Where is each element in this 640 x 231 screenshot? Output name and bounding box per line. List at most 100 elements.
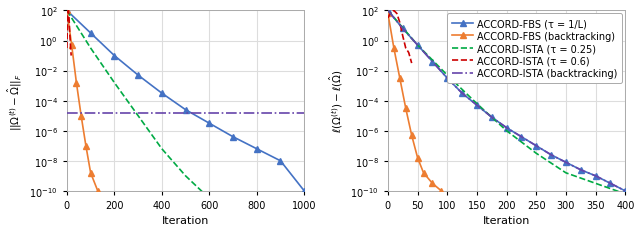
ACCORD-ISTA (τ = 0.6) [390, 10, 397, 13]
ACCORD-FBS (τ = 1/L) [503, 127, 511, 130]
ACCORD-ISTA (τ = 0.25) [473, 103, 481, 106]
Line: ACCORD-ISTA (τ = 0.6): ACCORD-ISTA (τ = 0.6) [388, 11, 412, 64]
ACCORD-FBS (τ = 1/L) [429, 61, 436, 64]
ACCORD-ISTA (τ = 0.25) [592, 182, 600, 185]
ACCORD-ISTA (τ = 0.25) [621, 193, 629, 195]
ACCORD-ISTA (τ = 0.6) [67, 55, 75, 58]
ACCORD-ISTA (τ = 0.25) [205, 197, 213, 200]
ACCORD-ISTA (backtracking) [592, 175, 600, 177]
ACCORD-ISTA (τ = 0.25) [414, 44, 422, 47]
ACCORD-FBS (backtracking) [429, 182, 436, 185]
ACCORD-ISTA (τ = 0.6) [396, 22, 404, 25]
ACCORD-FBS (τ = 1/L) [592, 175, 600, 177]
Line: ACCORD-ISTA (τ = 0.25): ACCORD-ISTA (τ = 0.25) [67, 11, 209, 198]
ACCORD-ISTA (τ = 0.6) [384, 18, 392, 20]
ACCORD-FBS (backtracking) [82, 145, 90, 148]
ACCORD-FBS (τ = 1/L) [577, 169, 584, 171]
ACCORD-FBS (τ = 1/L) [253, 148, 260, 151]
ACCORD-FBS (backtracking) [384, 13, 392, 16]
ACCORD-ISTA (τ = 0.25) [158, 148, 166, 151]
ACCORD-FBS (τ = 1/L) [63, 10, 71, 13]
ACCORD-ISTA (backtracking) [562, 161, 570, 164]
ACCORD-FBS (τ = 1/L) [621, 190, 629, 192]
ACCORD-FBS (τ = 1/L) [300, 190, 308, 192]
ACCORD-ISTA (τ = 0.6) [64, 13, 72, 16]
ACCORD-FBS (backtracking) [72, 82, 80, 85]
ACCORD-ISTA (τ = 0.25) [444, 74, 451, 77]
Line: ACCORD-ISTA (τ = 0.25): ACCORD-ISTA (τ = 0.25) [388, 11, 625, 194]
ACCORD-FBS (τ = 1/L) [458, 92, 466, 95]
ACCORD-ISTA (backtracking) [473, 104, 481, 107]
ACCORD-FBS (τ = 1/L) [182, 109, 189, 112]
ACCORD-ISTA (backtracking) [399, 28, 406, 31]
Line: ACCORD-FBS (τ = 1/L): ACCORD-FBS (τ = 1/L) [64, 9, 307, 194]
ACCORD-FBS (backtracking) [414, 157, 422, 159]
ACCORD-FBS (backtracking) [77, 115, 85, 118]
ACCORD-ISTA (backtracking) [518, 136, 525, 139]
ACCORD-FBS (τ = 1/L) [562, 161, 570, 164]
Line: ACCORD-ISTA (backtracking): ACCORD-ISTA (backtracking) [388, 11, 625, 191]
ACCORD-ISTA (backtracking) [577, 169, 584, 171]
Line: ACCORD-FBS (backtracking): ACCORD-FBS (backtracking) [64, 9, 100, 194]
ACCORD-ISTA (τ = 0.6) [65, 18, 73, 20]
ACCORD-FBS (τ = 1/L) [607, 182, 614, 185]
ACCORD-ISTA (τ = 0.6) [405, 52, 413, 55]
ACCORD-ISTA (τ = 0.6) [393, 13, 401, 16]
ACCORD-ISTA (τ = 0.6) [66, 33, 74, 35]
ACCORD-ISTA (τ = 0.6) [65, 10, 72, 13]
ACCORD-FBS (τ = 1/L) [276, 160, 284, 162]
ACCORD-FBS (τ = 1/L) [473, 104, 481, 107]
X-axis label: Iteration: Iteration [483, 216, 531, 225]
ACCORD-ISTA (τ = 0.25) [63, 10, 71, 13]
ACCORD-FBS (τ = 1/L) [414, 44, 422, 47]
ACCORD-ISTA (backtracking) [458, 92, 466, 95]
ACCORD-FBS (τ = 1/L) [158, 92, 166, 95]
ACCORD-FBS (τ = 1/L) [547, 154, 555, 156]
Y-axis label: $||\Omega^{(t)} - \hat{\Omega}||_F$: $||\Omega^{(t)} - \hat{\Omega}||_F$ [6, 73, 24, 130]
ACCORD-ISTA (backtracking) [429, 61, 436, 64]
ACCORD-FBS (backtracking) [63, 10, 71, 13]
ACCORD-ISTA (backtracking) [384, 10, 392, 13]
ACCORD-FBS (backtracking) [87, 172, 95, 174]
ACCORD-ISTA (backtracking) [488, 116, 495, 119]
Line: ACCORD-FBS (backtracking): ACCORD-FBS (backtracking) [385, 12, 444, 194]
ACCORD-ISTA (τ = 0.6) [402, 47, 410, 50]
ACCORD-ISTA (backtracking) [547, 154, 555, 156]
ACCORD-FBS (backtracking) [94, 190, 102, 192]
ACCORD-ISTA (τ = 0.25) [134, 115, 142, 118]
ACCORD-FBS (backtracking) [390, 47, 397, 50]
Line: ACCORD-ISTA (τ = 0.6): ACCORD-ISTA (τ = 0.6) [67, 11, 71, 56]
ACCORD-FBS (τ = 1/L) [134, 74, 142, 77]
ACCORD-FBS (τ = 1/L) [229, 136, 237, 139]
ACCORD-ISTA (τ = 0.6) [408, 62, 415, 65]
ACCORD-ISTA (backtracking) [503, 127, 511, 130]
ACCORD-FBS (τ = 1/L) [488, 116, 495, 119]
ACCORD-FBS (τ = 1/L) [205, 122, 213, 125]
ACCORD-ISTA (τ = 0.6) [63, 47, 71, 50]
ACCORD-FBS (τ = 1/L) [87, 33, 95, 35]
ACCORD-ISTA (backtracking) [607, 182, 614, 185]
ACCORD-FBS (τ = 1/L) [518, 136, 525, 139]
ACCORD-FBS (τ = 1/L) [399, 28, 406, 31]
ACCORD-ISTA (backtracking) [444, 77, 451, 80]
ACCORD-ISTA (τ = 0.6) [67, 44, 74, 47]
ACCORD-FBS (backtracking) [408, 134, 415, 137]
ACCORD-ISTA (τ = 0.25) [562, 172, 570, 174]
ACCORD-ISTA (τ = 0.6) [387, 12, 395, 14]
ACCORD-FBS (τ = 1/L) [444, 77, 451, 80]
ACCORD-ISTA (τ = 0.25) [384, 10, 392, 13]
ACCORD-FBS (backtracking) [438, 190, 445, 192]
ACCORD-ISTA (τ = 0.25) [111, 82, 118, 85]
ACCORD-ISTA (τ = 0.25) [503, 130, 511, 133]
Y-axis label: $\ell(\Omega^{(t)}) - \ell(\hat{\Omega})$: $\ell(\Omega^{(t)}) - \ell(\hat{\Omega})… [328, 70, 345, 133]
ACCORD-ISTA (backtracking) [414, 44, 422, 47]
ACCORD-ISTA (τ = 0.25) [87, 47, 95, 50]
Line: ACCORD-FBS (τ = 1/L): ACCORD-FBS (τ = 1/L) [385, 9, 628, 194]
ACCORD-FBS (τ = 1/L) [532, 145, 540, 148]
Legend: ACCORD-FBS (τ = 1/L), ACCORD-FBS (backtracking), ACCORD-ISTA (τ = 0.25), ACCORD-: ACCORD-FBS (τ = 1/L), ACCORD-FBS (backtr… [447, 14, 622, 83]
ACCORD-FBS (backtracking) [402, 107, 410, 110]
ACCORD-FBS (backtracking) [396, 77, 404, 80]
ACCORD-FBS (backtracking) [420, 172, 428, 174]
ACCORD-FBS (backtracking) [68, 44, 76, 47]
ACCORD-ISTA (τ = 0.25) [532, 152, 540, 155]
